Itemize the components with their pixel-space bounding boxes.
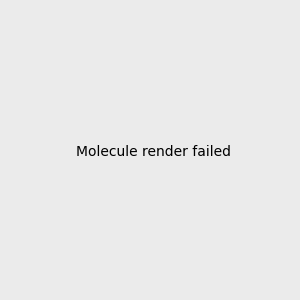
Text: Molecule render failed: Molecule render failed	[76, 145, 231, 158]
